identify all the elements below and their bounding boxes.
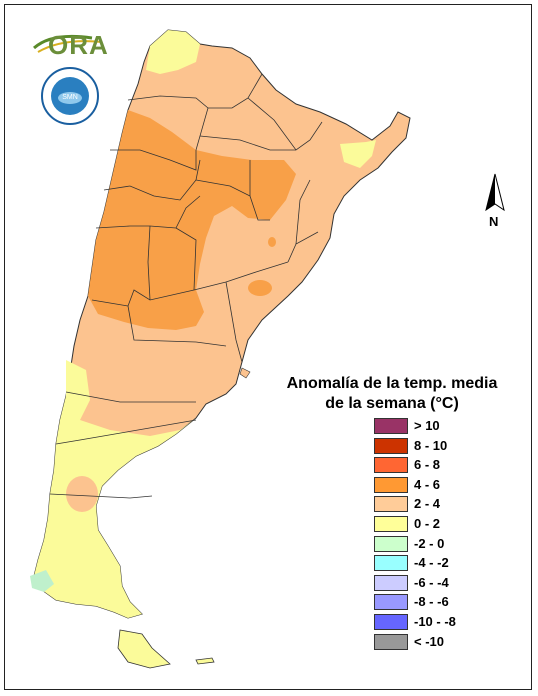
legend-label: 2 - 4 — [414, 496, 441, 512]
legend-swatch — [374, 476, 408, 493]
smn-logo-icon: SMN — [41, 67, 99, 125]
north-label: N — [489, 214, 499, 229]
legend-item: 0 - 2 — [374, 516, 524, 534]
legend-swatch — [374, 574, 408, 591]
legend-swatch — [374, 496, 408, 513]
legend-item: -6 - -4 — [374, 574, 524, 593]
legend-swatch — [374, 457, 408, 474]
legend-swatch — [374, 437, 408, 454]
smn-logo-center-text: SMN — [62, 94, 78, 101]
anomaly-zone-4-6 — [88, 110, 296, 330]
legend-item: 8 - 10 — [374, 437, 524, 456]
tierra-del-fuego — [117, 629, 171, 669]
islas-de-los-estados — [195, 657, 215, 665]
anomaly-zone-0-2-west — [60, 360, 90, 420]
legend-swatch — [374, 516, 408, 532]
anomaly-zone-4-6-patch-east — [248, 280, 272, 296]
legend-title: Anomalía de la temp. media de la semana … — [262, 374, 522, 414]
legend-item: -2 - 0 — [374, 535, 524, 554]
anomaly-zone-0-2-northeast — [340, 140, 376, 168]
legend-title-line2: de la semana (°C) — [325, 395, 459, 412]
legend-item: < -10 — [374, 633, 524, 652]
legend-item: 2 - 4 — [374, 496, 524, 514]
legend-label: -8 - -6 — [414, 594, 449, 610]
legend-item: 6 - 8 — [374, 457, 524, 475]
legend-item: > 10 — [374, 418, 524, 436]
legend-swatch — [374, 555, 408, 572]
legend-item: -4 - -2 — [374, 555, 524, 573]
legend-label: < -10 — [414, 633, 444, 649]
anomaly-zone-0-2-south — [34, 418, 196, 618]
legend-label: 8 - 10 — [414, 437, 448, 453]
legend-label: -4 - -2 — [414, 555, 449, 571]
legend-item: 4 - 6 — [374, 476, 524, 495]
legend-label: 6 - 8 — [414, 457, 441, 473]
legend-swatch — [374, 594, 408, 611]
legend-title-line1: Anomalía de la temp. media — [286, 375, 498, 392]
anomaly-zone-2-4-south-patch — [66, 476, 98, 512]
anomaly-zone-0-2-north — [146, 30, 200, 74]
legend-label: 4 - 6 — [414, 476, 441, 492]
anomaly-zone-minus2-0 — [30, 570, 54, 592]
legend-item: -8 - -6 — [374, 594, 524, 612]
coast-island — [239, 367, 251, 379]
north-arrow-icon — [485, 173, 505, 212]
legend-label: > 10 — [414, 418, 440, 433]
legend-label: -6 - -4 — [414, 574, 449, 590]
legend-swatch — [374, 418, 408, 434]
ora-logo-text: ORA — [48, 30, 109, 60]
legend-item: -10 - -8 — [374, 614, 524, 632]
legend-swatch — [374, 614, 408, 630]
province-boundaries — [49, 73, 323, 499]
legend-swatch — [374, 633, 408, 650]
legend-label: 0 - 2 — [414, 516, 441, 531]
legend-label: -2 - 0 — [414, 535, 445, 551]
ora-swoosh-icon — [33, 34, 103, 53]
anomaly-zone-4-6-patch-small — [268, 237, 276, 247]
legend-swatch — [374, 535, 408, 552]
map-frame — [4, 4, 532, 690]
legend-label: -10 - -8 — [414, 614, 456, 629]
